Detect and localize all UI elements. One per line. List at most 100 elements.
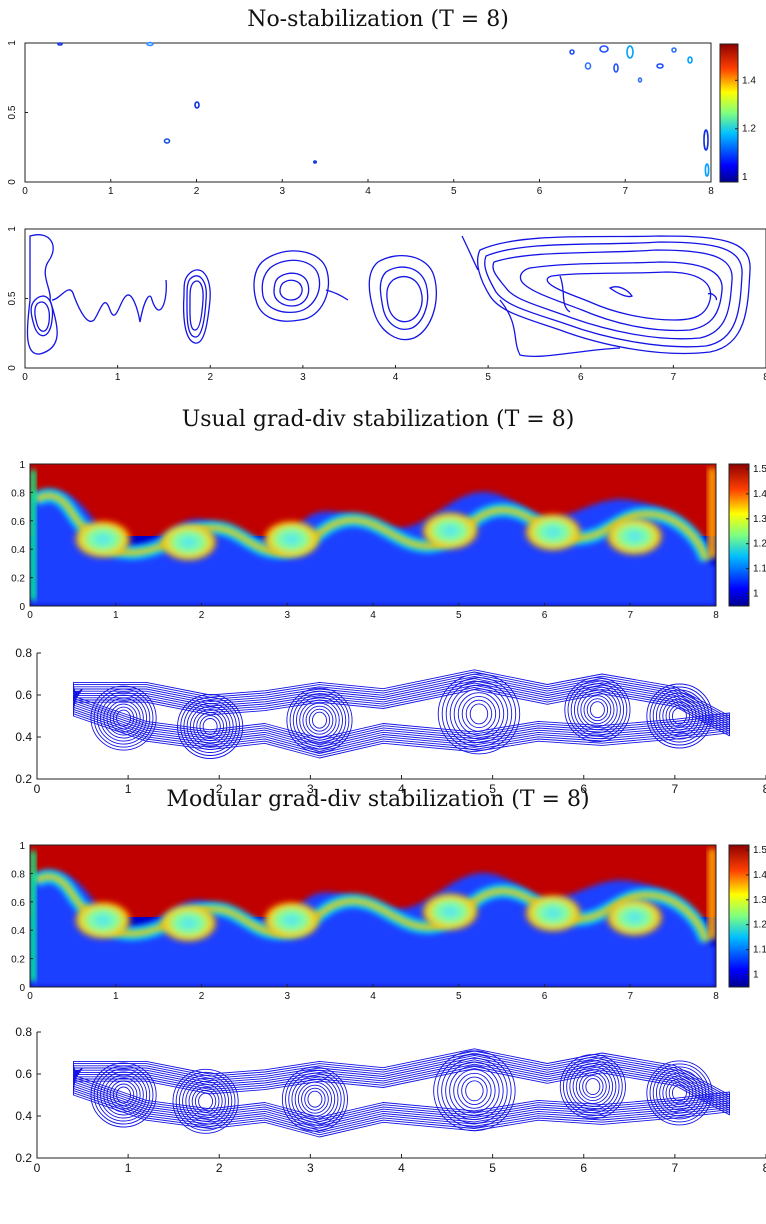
vortex-streamline — [199, 715, 221, 738]
x-tick-label: 8 — [763, 372, 766, 383]
vortex-marks — [72, 510, 665, 563]
vortex-streamline — [183, 700, 237, 753]
x-tick-label: 5 — [451, 186, 457, 197]
x-tick-label: 4 — [365, 186, 371, 197]
colorbar-tick-label: 1.3 — [753, 514, 766, 525]
x-tick-label: 8 — [763, 782, 766, 796]
vortex-streamline — [575, 1069, 610, 1105]
y-tick-label: 0.2 — [11, 955, 25, 966]
vortex-streamline — [193, 709, 228, 744]
density-blob — [569, 49, 575, 55]
vortex-core — [420, 510, 481, 551]
colorbar-tick-label: 1.4 — [753, 489, 766, 500]
y-tick-label: 0.4 — [15, 730, 32, 744]
vortex-streamline — [96, 691, 151, 745]
y-tick-label: 1 — [7, 226, 18, 232]
x-tick-label: 5 — [489, 1161, 496, 1175]
y-tick-label: 0.4 — [15, 1109, 32, 1123]
vortex-streamline — [586, 698, 609, 722]
inflow-edge — [30, 470, 36, 600]
vortex-streamline — [112, 1083, 135, 1107]
density-blob — [599, 45, 609, 53]
x-tick-label: 1 — [115, 372, 121, 383]
vortex-streamline — [103, 697, 144, 739]
x-tick-label: 5 — [485, 372, 491, 383]
vortex-streamline — [93, 1065, 154, 1125]
contour-line — [519, 261, 723, 332]
colorbar-tick-label: 1.5 — [753, 464, 766, 475]
vortex-streamline — [312, 711, 327, 729]
x-tick-label: 6 — [580, 782, 587, 796]
vortex-streamline — [90, 685, 157, 751]
density-blob — [704, 163, 710, 177]
vortex-streamline — [294, 1078, 336, 1120]
vortex-streamline — [665, 701, 694, 731]
streamline — [73, 1059, 730, 1127]
colorbar-tick-label: 1.1 — [753, 564, 766, 575]
vortex-streamline — [655, 692, 703, 740]
x-tick-label: 4 — [398, 782, 405, 796]
vortex-streamline — [441, 1057, 508, 1124]
vortex-streamline — [668, 1081, 691, 1105]
vortex-streamline — [461, 1076, 488, 1106]
vortex-streamline — [445, 1061, 504, 1121]
x-tick-label: 1 — [113, 991, 119, 1002]
x-tick-label: 4 — [370, 991, 376, 1002]
vortex-streamline — [579, 1072, 607, 1102]
density-blob — [637, 77, 643, 83]
contour-line — [546, 271, 712, 321]
title-usual-grad-div: Usual grad-div stabilization (T = 8) — [182, 407, 575, 432]
plot-frame — [24, 42, 712, 183]
vortex-streamline — [453, 688, 505, 740]
colorbar — [729, 464, 749, 606]
y-tick-label: 0 — [7, 365, 18, 371]
y-tick-label: 0.2 — [11, 574, 25, 585]
x-tick-label: 5 — [456, 991, 462, 1002]
colorbar-frame — [728, 463, 750, 607]
y-tick-label: 0 — [19, 983, 25, 994]
contour-line — [379, 266, 429, 330]
y-tick-label: 0.6 — [15, 1067, 32, 1081]
x-tick-label: 3 — [307, 1161, 314, 1175]
y-tick-label: 0 — [7, 179, 18, 185]
contour-line — [51, 279, 167, 323]
density-blob — [703, 129, 709, 151]
vortex-streamline — [583, 695, 612, 725]
contour-line — [707, 292, 718, 301]
contour-line — [492, 249, 733, 340]
vortex-streamline — [103, 1074, 144, 1116]
vortex-core — [261, 900, 322, 941]
vortex-streamline — [646, 1060, 713, 1126]
y-tick-label: 0.5 — [7, 105, 18, 119]
vortex-streamline — [185, 1080, 226, 1122]
vortex-streamline — [285, 1069, 345, 1129]
y-tick-label: 0.5 — [7, 291, 18, 305]
vortex-streamline — [665, 1078, 694, 1108]
density-blob — [57, 42, 63, 46]
streamlines — [73, 1048, 730, 1138]
y-axis-ticks: 0 0.2 0.4 0.6 0.8 1 — [11, 841, 33, 994]
x-tick-label: 6 — [578, 372, 584, 383]
vortex-streamline — [453, 1069, 496, 1113]
vortex-streamline — [288, 1072, 342, 1126]
vortex-streamline — [662, 1075, 697, 1111]
colorbar-tick-label: 1.4 — [742, 75, 756, 86]
vortex-streamline — [662, 698, 697, 734]
vortex-streamline — [191, 1086, 220, 1116]
inflow-edge — [30, 851, 36, 981]
streamline — [73, 1065, 730, 1120]
vortex-streamline — [433, 1050, 516, 1132]
streamline — [73, 1067, 730, 1118]
x-tick-label: 0 — [27, 991, 33, 1002]
density-band — [34, 874, 709, 942]
vortex-streamline — [90, 1062, 157, 1128]
density-blob — [656, 63, 664, 69]
colorbar-frame — [728, 844, 750, 988]
outflow-edge — [708, 849, 716, 939]
x-tick-label: 3 — [284, 610, 290, 621]
x-axis-ticks: 0 1 2 3 4 5 6 7 8 — [22, 179, 714, 197]
y-tick-label: 0 — [19, 602, 25, 613]
vortex-streamline — [93, 688, 154, 748]
y-tick-label: 0.8 — [11, 488, 25, 499]
